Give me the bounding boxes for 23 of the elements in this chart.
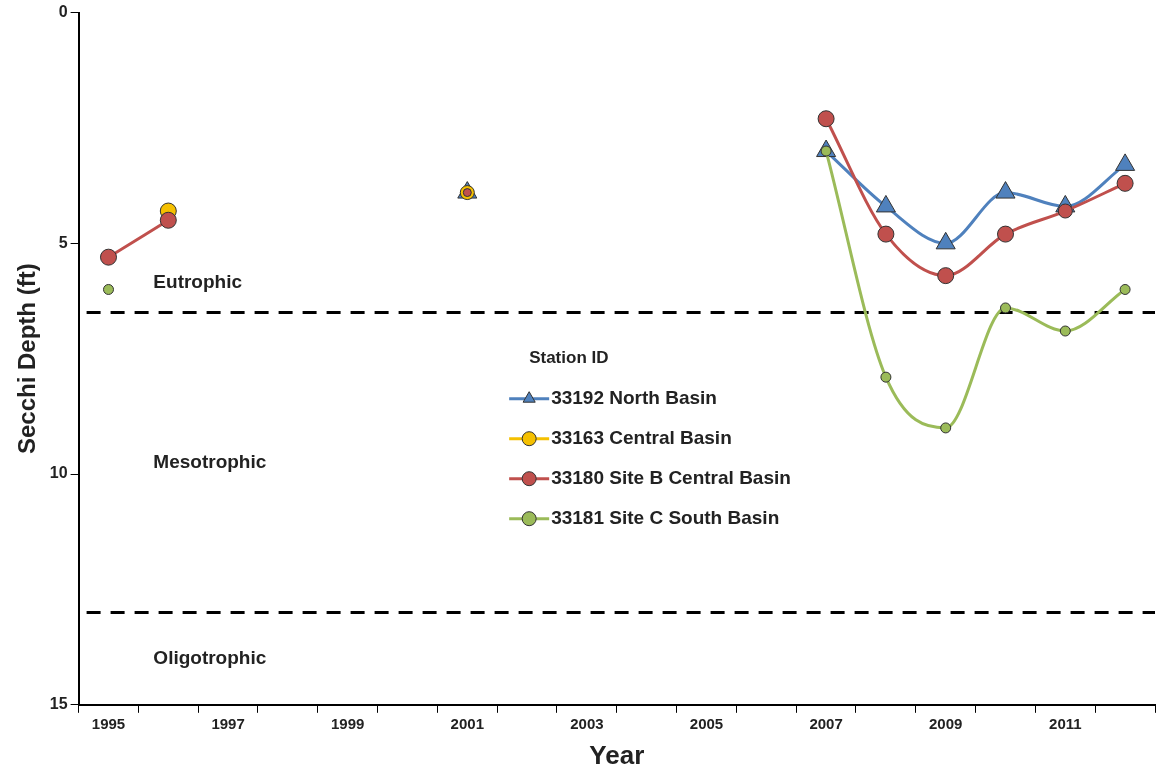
x-tick-label: 1995 [91,714,126,732]
annotation: Eutrophic [153,270,243,292]
y-tick-label: 0 [58,3,68,21]
x-tick-label: 1999 [331,714,365,732]
legend-label: 33181 Site C South Basin [551,506,780,528]
legend-label: 33163 Central Basin [551,426,732,448]
annotation: Oligotrophic [153,646,267,668]
x-tick-label: 2007 [809,714,843,732]
x-tick-label: 2009 [929,714,963,732]
y-tick-label: 5 [58,233,68,251]
legend-label: 33192 North Basin [551,386,717,408]
annotation: Mesotrophic [153,450,267,472]
legend-label: 33180 Site B Central Basin [551,466,791,488]
x-tick-label: 2005 [689,714,724,732]
legend-title: Station ID [529,348,609,368]
x-tick-label: 1997 [211,714,245,732]
x-axis-title: Year [589,739,645,770]
y-tick-label: 10 [49,464,68,482]
x-tick-label: 2003 [570,714,604,732]
x-tick-label: 2001 [450,714,484,732]
y-axis-title: Secchi Depth (ft) [13,263,41,455]
y-tick-label: 15 [49,695,68,713]
x-tick-label: 2011 [1049,714,1082,732]
